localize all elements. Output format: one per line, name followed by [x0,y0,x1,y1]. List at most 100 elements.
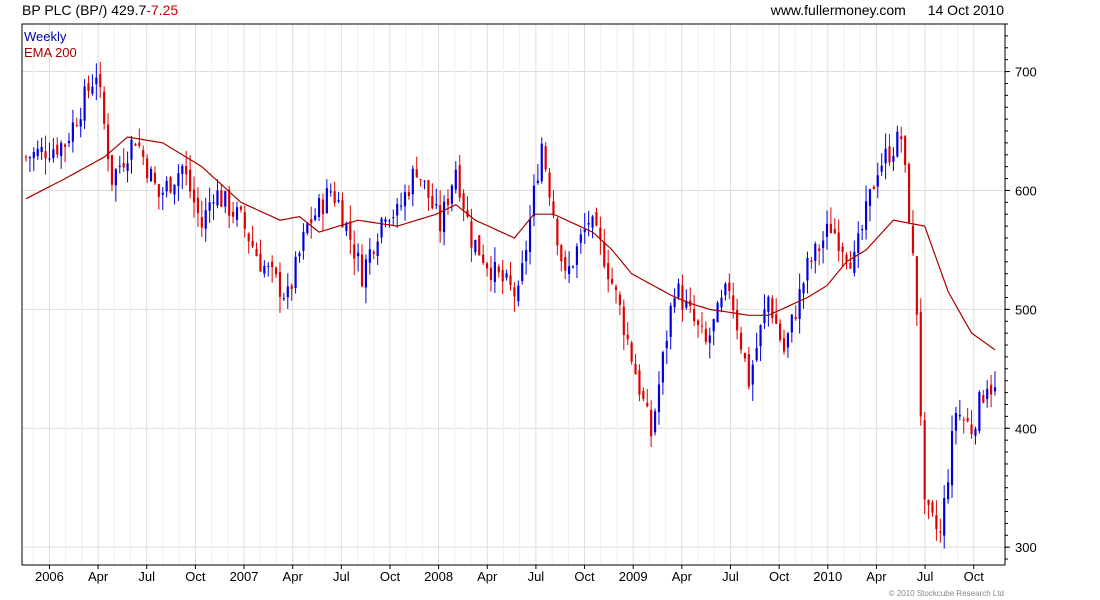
candle-body [747,354,750,387]
candle-body [60,143,63,156]
candle-body [595,211,598,226]
candle-body [56,144,59,155]
candle-body [251,240,254,247]
candle-body [571,266,575,268]
candle-body [67,140,71,144]
candle-body [439,205,442,232]
candle-body [274,267,278,275]
candle-body [200,217,203,228]
candle-body [618,294,621,305]
candle-body [583,228,586,233]
candle-body [357,252,360,257]
candle-body [165,180,168,192]
plot-frame [21,23,1006,566]
candle-body [888,146,891,163]
y-tick-label: 500 [1015,302,1037,317]
candle-body [482,254,485,264]
candle-body [321,199,325,215]
candle-body [28,157,31,159]
x-tick-label: 2006 [35,569,64,584]
candle-body [931,502,934,513]
candle-body [923,420,926,500]
candle-body [626,334,629,340]
candle-body [681,285,684,310]
candle-body [392,217,395,219]
candle-body [442,201,446,233]
candle-body [638,370,641,395]
candle-body [161,192,164,195]
candle-body [704,328,707,342]
candle-body [806,258,809,281]
candle-body [974,428,977,436]
candle-body [427,180,430,198]
candle-body [696,320,700,325]
candle-body [513,287,516,297]
candle-body [99,74,102,88]
candle-body [665,340,668,349]
candle-body [650,409,653,437]
candle-body [782,338,786,352]
copyright-note: © 2010 Stockcube Research Ltd [888,589,1004,598]
candle-body [736,309,739,331]
candle-body [169,177,172,193]
chart-date: 14 Oct 2010 [927,2,1004,18]
candle-body [634,363,637,375]
candle-body [962,419,965,421]
x-tick-label: Oct [574,569,595,584]
candle-body [861,229,864,231]
candle-body [708,335,711,343]
candle-body [478,235,481,256]
candle-body [739,332,743,350]
candle-body [212,202,215,204]
candle-body [599,227,602,240]
x-tick-label: 2009 [619,569,648,584]
candle-body [106,124,110,160]
candle-body [786,333,790,348]
candle-body [556,218,559,246]
candle-body [75,124,78,126]
candle-body [630,342,633,362]
candle-body [501,269,504,282]
candle-body [716,302,719,323]
candle-body [536,180,539,183]
candle-body [189,169,192,192]
candle-body [44,151,47,159]
candle-body [485,263,489,269]
candle-body [943,498,946,536]
candle-body [40,146,43,153]
candle-body [204,210,207,229]
candle-body [454,169,457,190]
candle-body [810,260,813,262]
candle-body [247,233,250,242]
candle-body [87,83,90,91]
x-tick-label: Apr [477,569,498,584]
candle-body [134,144,137,146]
x-tick-label: Oct [380,569,401,584]
candle-body [458,165,461,198]
candle-body [91,86,94,94]
y-tick-label: 700 [1015,65,1037,80]
candle-body [181,165,184,174]
candle-body [532,185,536,217]
candle-body [525,249,528,262]
candle-body [380,218,383,238]
candle-body [263,265,266,274]
candle-body [743,352,747,359]
candle-body [880,165,883,172]
candle-body [872,186,875,190]
candle-body [970,424,973,435]
candle-body [958,414,961,417]
legend-weekly: Weekly [24,29,67,44]
candle-body [368,249,371,263]
candle-body [755,347,758,361]
x-tick-label: Apr [672,569,693,584]
candle-body [829,223,832,234]
candle-body [36,148,39,157]
candle-body [517,285,520,302]
candle-body [493,261,496,282]
candle-body [294,256,297,289]
x-tick-label: Jul [333,569,350,584]
candle-body [767,296,770,313]
site-url[interactable]: www.fullermoney.com [770,2,906,18]
candle-body [388,220,391,222]
